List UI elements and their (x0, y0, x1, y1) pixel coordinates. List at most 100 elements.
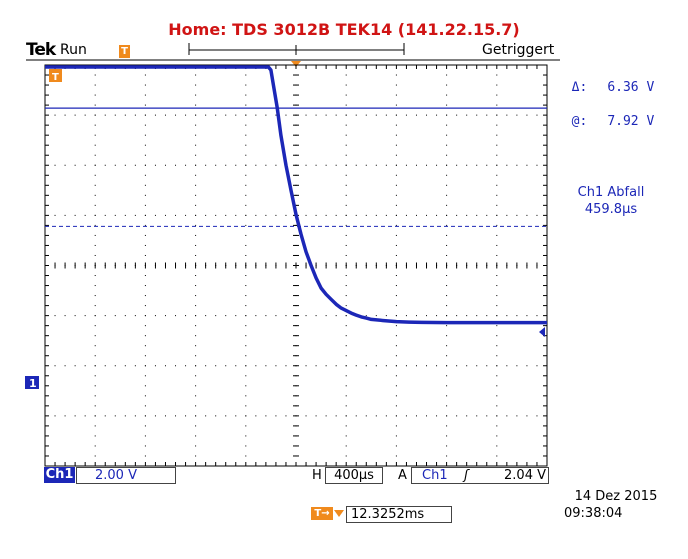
grid-dot (446, 375, 448, 377)
grid-dot (144, 214, 146, 216)
trigger-position-icon-label: T→ (314, 508, 330, 519)
cursor-lines (45, 107, 547, 227)
grid-dot (415, 214, 417, 216)
trigger-level: 2.04 V (504, 468, 546, 483)
grid-dot (446, 184, 448, 186)
grid-dot (486, 315, 488, 317)
grid-dot (335, 315, 337, 317)
grid-dot (345, 164, 347, 166)
grid-dot (415, 365, 417, 367)
grid-dot (395, 244, 397, 246)
grid-dot (395, 315, 397, 317)
grid-dot (285, 114, 287, 116)
grid-dot (144, 355, 146, 357)
record-view-bracket (188, 43, 405, 55)
grid-dot (496, 325, 498, 327)
grid-dot (245, 164, 247, 166)
grid-dot (185, 365, 187, 367)
grid-dot (195, 174, 197, 176)
volts-per-div[interactable]: 2.00 V (76, 467, 176, 484)
run-status: Run (60, 42, 87, 58)
grid-dot (345, 325, 347, 327)
grid-dot (345, 425, 347, 427)
grid-dot (496, 184, 498, 186)
grid-dot (335, 365, 337, 367)
grid-dot (195, 104, 197, 106)
grid-dot (245, 134, 247, 136)
grid-dot (446, 214, 448, 216)
grid-dot (195, 435, 197, 437)
grid-dot (235, 114, 237, 116)
grid-dot (245, 305, 247, 307)
grid-dot (285, 365, 287, 367)
grid-dot (446, 315, 448, 317)
time-per-div[interactable]: 400µs (325, 467, 383, 484)
grid-dot (496, 164, 498, 166)
grid-dot (345, 134, 347, 136)
grid-dot (215, 114, 217, 116)
grid-dot (496, 435, 498, 437)
grid-dot (466, 214, 468, 216)
grid-dot (395, 365, 397, 367)
grid-dot (215, 214, 217, 216)
grid-dot (195, 355, 197, 357)
grid-dot (285, 415, 287, 417)
grid-dot (405, 164, 407, 166)
grid-dot (395, 214, 397, 216)
grid-dot (395, 425, 397, 427)
grid-dot (305, 315, 307, 317)
channel-badge[interactable]: Ch1 (44, 467, 75, 483)
grid-dot (395, 104, 397, 106)
grid-dot (144, 275, 146, 277)
grid-dot (104, 365, 106, 367)
grid-dot (496, 405, 498, 407)
grid-dot (395, 335, 397, 337)
grid-dot (94, 84, 96, 86)
grid-dot (345, 234, 347, 236)
grid-dot (195, 194, 197, 196)
date-text: 14 Dez 2015 (574, 489, 658, 504)
grid-dot (405, 315, 407, 317)
grid-dot (506, 114, 508, 116)
grid-dot (395, 325, 397, 327)
grid-dot (345, 275, 347, 277)
grid-dot (104, 164, 106, 166)
grid-dot (325, 365, 327, 367)
grid-dot (345, 445, 347, 447)
grid-dot (496, 104, 498, 106)
grid-dot (536, 415, 538, 417)
grid-dot (265, 164, 267, 166)
grid-dot (536, 315, 538, 317)
grid-dot (476, 164, 478, 166)
grid-dot (446, 134, 448, 136)
grid-dot (456, 114, 458, 116)
grid-dot (195, 425, 197, 427)
grid-dot (94, 445, 96, 447)
grid-dot (385, 415, 387, 417)
grid-dot (325, 214, 327, 216)
grid-dot (265, 114, 267, 116)
grid-dot (195, 164, 197, 166)
grid-dot (245, 184, 247, 186)
grid-dot (195, 305, 197, 307)
grid-dot (436, 114, 438, 116)
grid-dot (375, 214, 377, 216)
grid-dot (94, 385, 96, 387)
grid-dot (245, 315, 247, 317)
grid-dot (456, 415, 458, 417)
trigger-settings[interactable]: Ch1 ʃ 2.04 V (411, 467, 549, 484)
grid-dot (94, 144, 96, 146)
grid-dot (54, 164, 56, 166)
grid-dot (255, 315, 257, 317)
grid-dot (395, 295, 397, 297)
grid-dot (94, 315, 96, 317)
trigger-position-field[interactable]: 12.3252ms (346, 506, 452, 523)
grid-dot (185, 114, 187, 116)
grid-dot (245, 194, 247, 196)
grid-dot (395, 385, 397, 387)
grid-dot (195, 184, 197, 186)
trigger-arrow-down-icon (334, 510, 344, 517)
grid-dot (375, 114, 377, 116)
grid-dot (496, 365, 498, 367)
grid-dot (355, 415, 357, 417)
